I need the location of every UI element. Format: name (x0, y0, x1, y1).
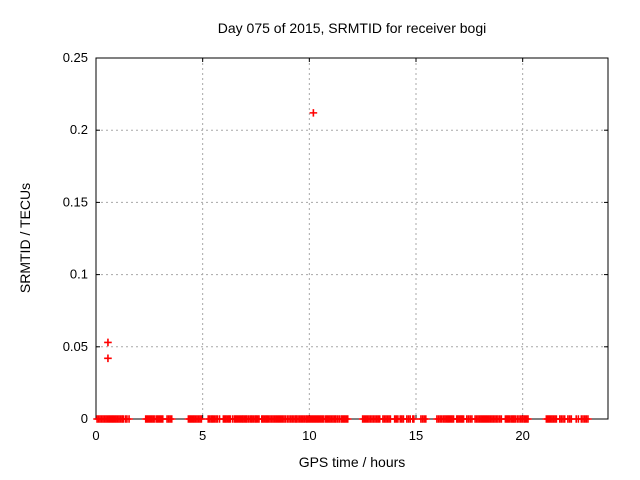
y-tick-label: 0 (81, 411, 88, 426)
x-tick-label: 0 (92, 428, 99, 443)
x-tick-label: 10 (302, 428, 316, 443)
data-point-marker (309, 109, 318, 117)
y-tick-label: 0.2 (70, 122, 88, 137)
data-point-marker (524, 415, 532, 423)
data-point-marker (410, 415, 418, 423)
data-point-marker (343, 415, 352, 423)
y-tick-label: 0.1 (70, 267, 88, 282)
y-tick-label: 0.15 (63, 194, 88, 209)
y-tick-label: 0.05 (63, 339, 88, 354)
data-point-marker (104, 338, 112, 347)
x-axis-label: GPS time / hours (298, 454, 406, 470)
x-tick-label: 20 (515, 428, 529, 443)
data-point-marker (197, 415, 206, 423)
data-point-marker (422, 415, 430, 423)
data-point-marker (584, 415, 592, 423)
y-tick-label: 0.25 (63, 50, 88, 65)
plot-border (95, 57, 609, 420)
data-point-marker (125, 415, 133, 423)
data-point-marker (167, 415, 176, 423)
x-tick-label: 15 (409, 428, 423, 443)
x-tick-label: 5 (199, 428, 206, 443)
data-point-marker (104, 354, 112, 363)
chart-title: Day 075 of 2015, SRMTID for receiver bog… (217, 20, 487, 36)
